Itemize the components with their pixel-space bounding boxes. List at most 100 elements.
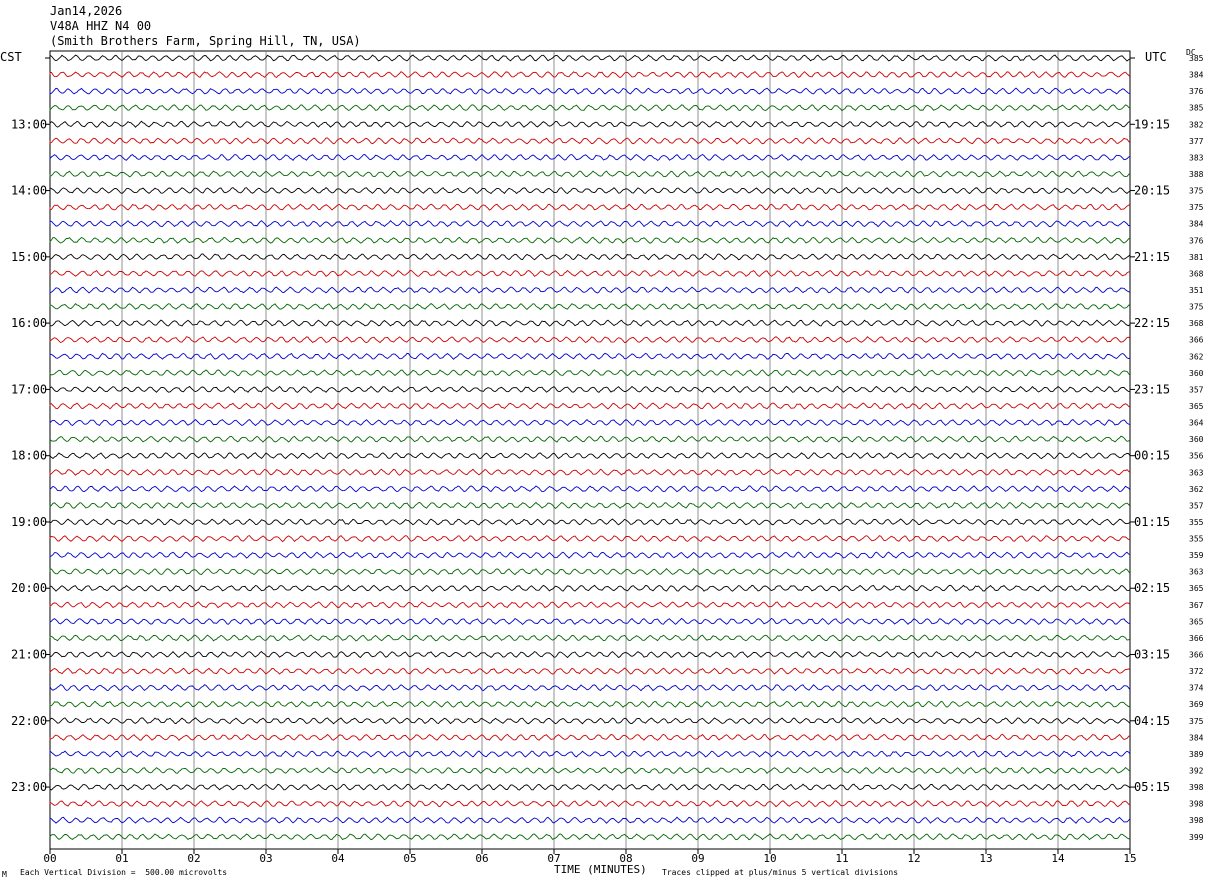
dc-offset-label: 363 <box>1189 568 1204 577</box>
trace-line <box>49 220 1131 228</box>
dc-offset-label: 365 <box>1189 584 1204 593</box>
trace-line <box>49 568 1131 576</box>
right-timezone-label: UTC <box>1145 50 1167 64</box>
trace-line <box>49 418 1131 427</box>
dc-offset-label: 364 <box>1189 419 1204 428</box>
x-tick-label: 09 <box>691 852 704 865</box>
left-hour-label: 16:00 <box>11 316 47 330</box>
trace-line <box>49 833 1131 841</box>
dc-offset-label: 366 <box>1189 651 1204 660</box>
trace-line <box>49 104 1131 112</box>
trace-line <box>49 303 1131 311</box>
trace-line <box>49 700 1131 708</box>
dc-offset-label: 359 <box>1189 551 1204 560</box>
dc-offset-label: 355 <box>1189 518 1204 527</box>
trace-line <box>49 766 1131 774</box>
x-tick-label: 03 <box>259 852 272 865</box>
dc-offset-label: 360 <box>1189 435 1204 444</box>
trace-line <box>49 749 1131 758</box>
left-hour-label: 17:00 <box>11 382 47 396</box>
trace-line <box>49 87 1131 95</box>
trace-line <box>49 369 1131 377</box>
dc-offset-label: 362 <box>1189 352 1204 361</box>
x-tick-label: 14 <box>1051 852 1065 865</box>
dc-offset-label: 351 <box>1189 286 1204 295</box>
trace-line <box>49 352 1131 360</box>
trace-line <box>49 468 1131 476</box>
trace-line <box>49 319 1131 327</box>
x-tick-label: 08 <box>619 852 632 865</box>
dc-offset-label: 398 <box>1189 816 1204 825</box>
x-tick-label: 01 <box>115 852 128 865</box>
x-tick-label: 04 <box>331 852 345 865</box>
x-tick-label: 10 <box>763 852 776 865</box>
trace-line <box>49 717 1131 725</box>
right-hour-label: 05:15 <box>1134 780 1170 794</box>
dc-offset-label: 385 <box>1189 104 1204 113</box>
station-location: (Smith Brothers Farm, Spring Hill, TN, U… <box>50 34 361 48</box>
plot-frame <box>49 50 1131 850</box>
left-hour-label: 20:00 <box>11 581 47 595</box>
trace-line <box>49 783 1131 791</box>
x-axis-title: TIME (MINUTES) <box>554 863 647 876</box>
dc-offset-label: 376 <box>1189 236 1204 245</box>
trace-line <box>49 534 1131 543</box>
trace-line <box>49 667 1131 675</box>
dc-offset-label: 383 <box>1189 153 1204 162</box>
trace-line <box>49 120 1131 128</box>
trace-line <box>49 54 1131 62</box>
right-hour-label: 01:15 <box>1134 515 1170 529</box>
left-hour-label: 22:00 <box>11 714 47 728</box>
dc-offset-label: 375 <box>1189 203 1204 212</box>
dc-offset-label: 399 <box>1189 833 1204 842</box>
dc-offset-label: 360 <box>1189 369 1204 378</box>
dc-offset-label: 398 <box>1189 783 1204 792</box>
dc-offset-label: 357 <box>1189 501 1204 510</box>
trace-line <box>49 551 1131 559</box>
trace-line <box>49 170 1131 178</box>
dc-offset-label: 375 <box>1189 187 1204 196</box>
x-tick-label: 05 <box>403 852 416 865</box>
station-code: V48A HHZ N4 00 <box>50 19 152 33</box>
dc-offset-label: 385 <box>1189 54 1204 63</box>
right-hour-label: 00:15 <box>1134 449 1170 463</box>
left-hour-label: 21:00 <box>11 648 47 662</box>
dc-offset-label: 363 <box>1189 468 1204 477</box>
dc-offset-label: 362 <box>1189 485 1204 494</box>
x-tick-label: 07 <box>547 852 560 865</box>
x-tick-label: 15 <box>1123 852 1136 865</box>
dc-offset-label: 372 <box>1189 667 1204 676</box>
trace-line <box>49 236 1131 244</box>
dc-offset-label: 374 <box>1189 684 1204 693</box>
dc-offset-label: 367 <box>1189 601 1204 610</box>
trace-line <box>49 518 1131 526</box>
dc-offset-label: 365 <box>1189 617 1204 626</box>
dc-offset-label: 355 <box>1189 535 1204 544</box>
dc-offset-header: DC <box>1186 48 1196 57</box>
dc-offset-label: 368 <box>1189 269 1204 278</box>
right-hour-label: 21:15 <box>1134 250 1170 264</box>
trace-line <box>49 253 1131 261</box>
trace-line <box>49 816 1131 824</box>
right-hour-label: 20:15 <box>1134 184 1170 198</box>
trace-line <box>49 501 1131 509</box>
trace-line <box>49 435 1131 443</box>
right-hour-label: 03:15 <box>1134 648 1170 662</box>
left-hour-label: 23:00 <box>11 780 47 794</box>
corner-mark: M <box>2 870 7 879</box>
trace-line <box>49 137 1131 145</box>
right-hour-label: 22:15 <box>1134 316 1170 330</box>
trace-line <box>49 800 1131 808</box>
x-tick-label: 00 <box>43 852 56 865</box>
dc-offset-label: 365 <box>1189 402 1204 411</box>
dc-offset-label: 388 <box>1189 170 1204 179</box>
left-hour-label: 18:00 <box>11 449 47 463</box>
trace-line <box>49 286 1131 294</box>
trace-line <box>49 186 1131 195</box>
dc-offset-label: 369 <box>1189 700 1204 709</box>
trace-line <box>49 402 1131 410</box>
trace-line <box>49 385 1131 394</box>
record-date: Jan14,2026 <box>50 4 123 18</box>
dc-offset-label: 357 <box>1189 385 1204 394</box>
